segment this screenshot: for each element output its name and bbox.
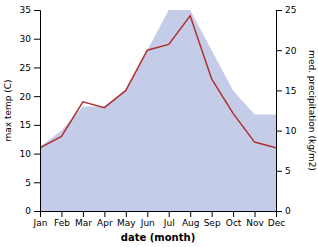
plot: JanFebMarAprMayJunJulAugSepOctNovDec0510… xyxy=(20,5,297,228)
y-axis-title: max temp (C) xyxy=(3,79,13,141)
tick-mark xyxy=(276,211,282,212)
tick: Dec xyxy=(268,211,285,228)
tick-label: Jan xyxy=(33,218,48,228)
tick: Jan xyxy=(33,211,48,228)
tick: Aug xyxy=(182,211,200,228)
tick-label: 20 xyxy=(20,92,32,102)
tick-mark xyxy=(104,211,105,217)
tick-mark xyxy=(212,211,213,217)
tick-mark xyxy=(276,131,282,132)
tick-label: 15 xyxy=(285,86,296,96)
tick-mark xyxy=(34,39,40,40)
tick-mark xyxy=(61,211,62,217)
chart: JanFebMarAprMayJunJulAugSepOctNovDec0510… xyxy=(0,0,318,247)
tick-label: Jul xyxy=(163,218,175,228)
tick-mark xyxy=(276,10,282,11)
tick-mark xyxy=(276,171,282,172)
x-axis-title: date (month) xyxy=(121,232,195,243)
tick: 30 xyxy=(20,34,40,44)
tick: Jun xyxy=(140,211,155,228)
tick-mark xyxy=(169,211,170,217)
tick: Nov xyxy=(246,211,264,228)
tick-label: Nov xyxy=(246,218,264,228)
tick-mark xyxy=(126,211,127,217)
tick-mark xyxy=(276,50,282,51)
tick-label: May xyxy=(117,218,136,228)
tick-label: 30 xyxy=(20,34,32,44)
tick-label: Aug xyxy=(182,218,200,228)
tick-label: 20 xyxy=(285,46,297,56)
tick-label: 10 xyxy=(285,126,297,136)
tick-label: 25 xyxy=(20,63,31,73)
tick-label: Sep xyxy=(204,218,221,228)
axis-line xyxy=(34,11,41,212)
tick-mark xyxy=(34,211,40,212)
marks xyxy=(40,10,276,211)
tick-label: Apr xyxy=(97,218,113,228)
tick: 20 xyxy=(276,46,297,56)
line xyxy=(40,16,276,148)
tick: 5 xyxy=(25,178,40,188)
tick-mark xyxy=(233,211,234,217)
tick: 5 xyxy=(276,166,291,176)
tick-label: 25 xyxy=(285,5,296,15)
tick-label: 5 xyxy=(285,166,291,176)
tick: Feb xyxy=(54,211,70,228)
y2-axis: 0 5 10 15 20 25 xyxy=(276,5,297,216)
axis-line xyxy=(41,212,277,218)
tick-label: Feb xyxy=(54,218,70,228)
tick-mark xyxy=(190,211,191,217)
tick: 35 xyxy=(20,5,40,15)
tick-label: 15 xyxy=(20,120,31,130)
tick-mark xyxy=(34,154,40,155)
tick-label: 10 xyxy=(20,149,32,159)
tick: 10 xyxy=(276,126,297,136)
tick-label: 0 xyxy=(25,206,31,216)
tick: 15 xyxy=(276,86,296,96)
x-axis: Jan Feb Mar Apr May Jun Jul Aug Sep Oct Nov Dec xyxy=(33,211,286,228)
tick: 10 xyxy=(20,149,40,159)
tick: 20 xyxy=(20,92,40,102)
tick: 25 xyxy=(276,5,296,15)
tick-mark xyxy=(34,125,40,126)
tick-mark xyxy=(147,211,148,217)
tick: Mar xyxy=(75,211,92,228)
tick: 0 xyxy=(25,206,40,216)
tick-label: Jun xyxy=(140,218,155,228)
tick: 15 xyxy=(20,120,40,130)
tick-mark xyxy=(34,67,40,68)
tick-label: Dec xyxy=(268,218,285,228)
tick-mark xyxy=(34,10,40,11)
tick: 0 xyxy=(276,206,291,216)
tick-mark xyxy=(34,96,40,97)
tick: Oct xyxy=(226,211,242,228)
tick: Apr xyxy=(97,211,113,228)
axis-line xyxy=(277,11,283,212)
area xyxy=(40,10,276,211)
tick-mark xyxy=(276,90,282,91)
tick-mark xyxy=(83,211,84,217)
tick-label: 0 xyxy=(285,206,291,216)
tick-mark xyxy=(255,211,256,217)
tick: Jul xyxy=(163,211,175,228)
tick: Sep xyxy=(204,211,221,228)
tick-label: Oct xyxy=(226,218,242,228)
y-axis: 0 5 10 15 20 25 30 35 xyxy=(20,5,41,216)
tick-label: 35 xyxy=(20,5,31,15)
tick: May xyxy=(117,211,136,228)
tick-mark xyxy=(34,182,40,183)
tick: 25 xyxy=(20,63,40,73)
y2-axis-title: med. precipitation (kg/m2) xyxy=(307,50,317,171)
tick-label: Mar xyxy=(75,218,92,228)
tick-label: 5 xyxy=(25,178,31,188)
